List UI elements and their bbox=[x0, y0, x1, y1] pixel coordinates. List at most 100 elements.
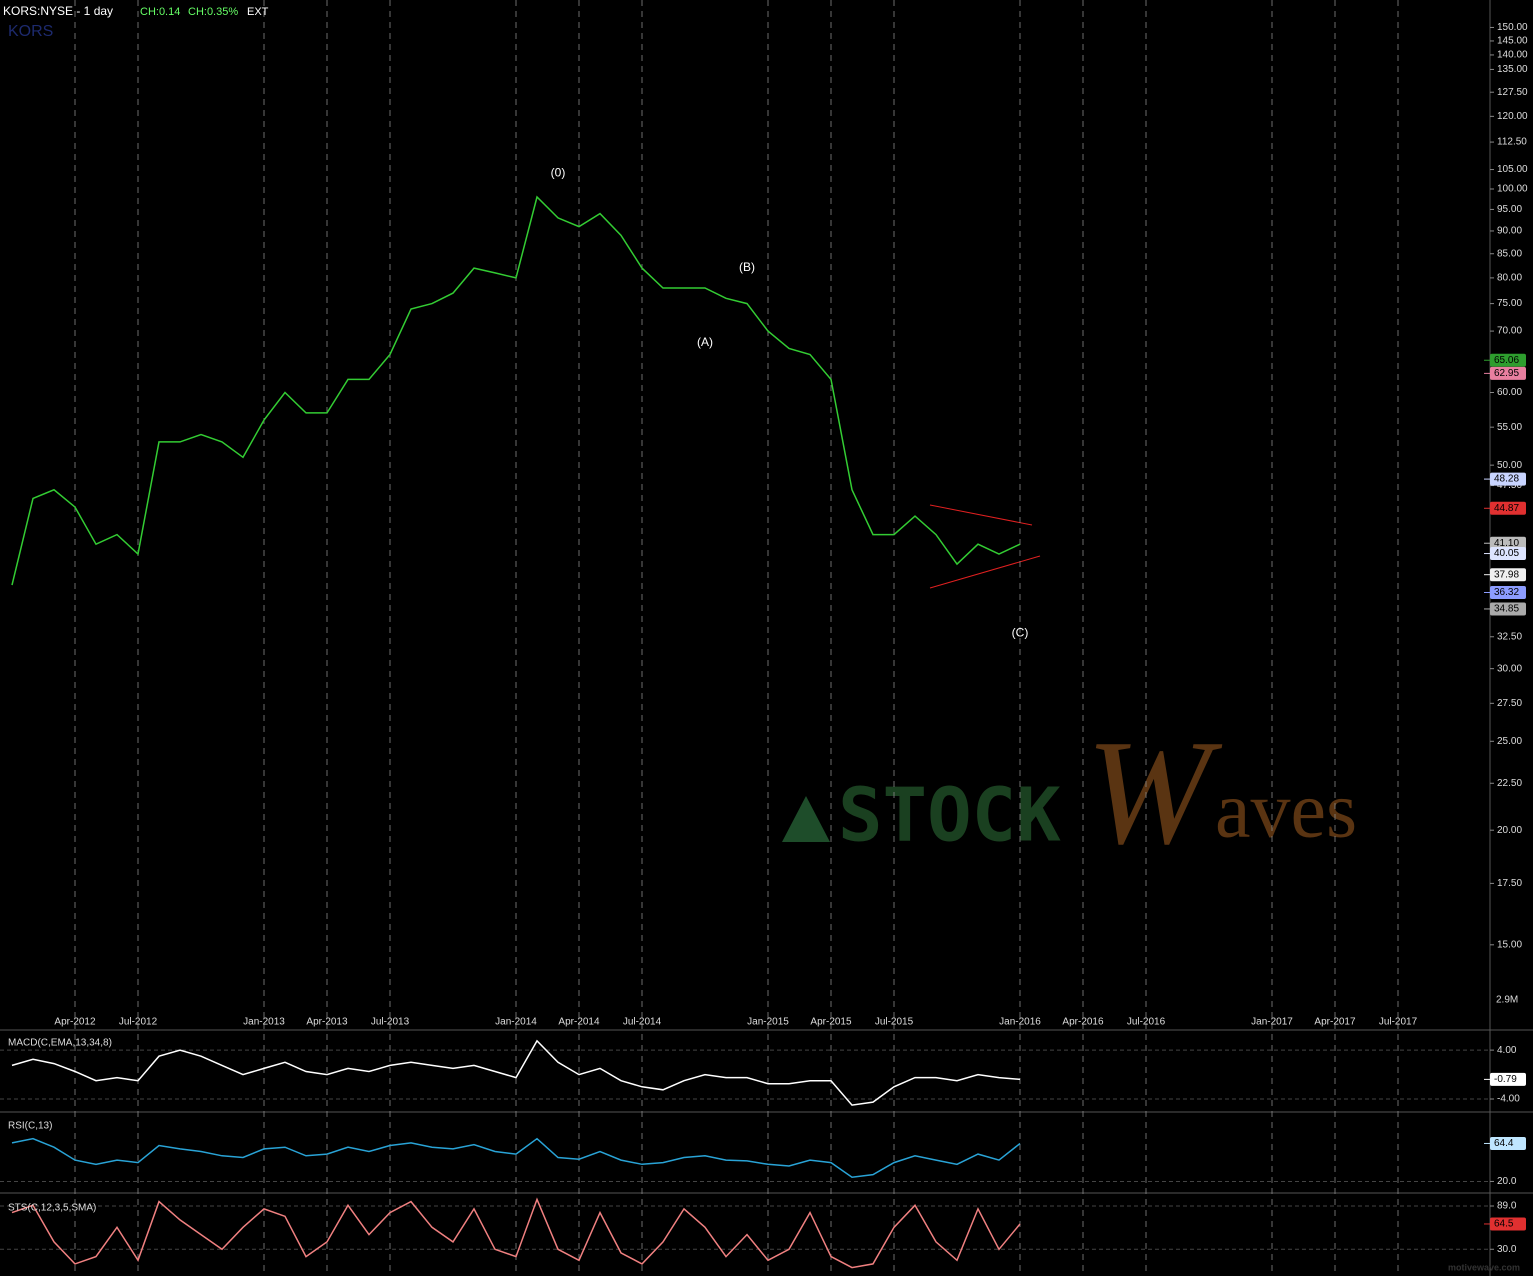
badge-label: 37.98 bbox=[1494, 569, 1519, 580]
change-pct: CH:0.35% bbox=[188, 6, 238, 18]
price-badge bbox=[1490, 472, 1526, 486]
y-tick-label: 17.50 bbox=[1497, 878, 1522, 889]
panel-title: STS(C,12,3,5,SMA) bbox=[8, 1203, 96, 1214]
x-tick-label: Jul-2012 bbox=[119, 1017, 158, 1028]
price-badge bbox=[1490, 536, 1526, 550]
chart-title: KORS:NYSE - 1 day bbox=[3, 4, 113, 18]
x-tick-label: Apr-2015 bbox=[810, 1017, 852, 1028]
price-badge bbox=[1490, 1217, 1526, 1231]
price-badge bbox=[1490, 585, 1526, 599]
badge-label: 41.10 bbox=[1494, 538, 1519, 549]
session: EXT bbox=[247, 6, 269, 18]
x-tick-label: Jul-2013 bbox=[371, 1017, 410, 1028]
x-tick-label: Jul-2016 bbox=[1127, 1017, 1166, 1028]
y-tick-label: 15.00 bbox=[1497, 939, 1522, 950]
price-badge bbox=[1490, 366, 1526, 380]
y-tick-label: 4.00 bbox=[1497, 1045, 1517, 1056]
x-tick-label: Jan-2013 bbox=[243, 1017, 285, 1028]
x-tick-label: Jul-2015 bbox=[875, 1017, 914, 1028]
y-tick-label: 55.00 bbox=[1497, 422, 1522, 433]
logo-triangle bbox=[782, 796, 830, 842]
wave-label: (B) bbox=[739, 260, 755, 274]
y-tick-label: 112.50 bbox=[1497, 137, 1527, 148]
badge-label: 62.95 bbox=[1494, 368, 1519, 379]
panel-title: MACD(C,EMA,13,34,8) bbox=[8, 1038, 112, 1049]
y-tick-label: 120.00 bbox=[1497, 111, 1528, 122]
wave-label: (C) bbox=[1012, 625, 1029, 639]
y-tick-label: 150.00 bbox=[1497, 22, 1528, 33]
y-tick-label: 47.50 bbox=[1497, 480, 1522, 491]
trend-line bbox=[929, 504, 1033, 526]
price-badge bbox=[1490, 602, 1526, 616]
y-tick-label: 140.00 bbox=[1497, 50, 1528, 61]
badge-label: 48.28 bbox=[1494, 474, 1519, 485]
badge-label: 40.05 bbox=[1494, 548, 1519, 559]
badge-label: -0.79 bbox=[1494, 1074, 1517, 1085]
x-tick-label: Jul-2017 bbox=[1379, 1017, 1418, 1028]
wave-label: (A) bbox=[697, 335, 713, 349]
y-tick-label: 30.0 bbox=[1497, 1244, 1517, 1255]
y-tick-label: 32.50 bbox=[1497, 631, 1522, 642]
y-tick-label: 30.00 bbox=[1497, 663, 1522, 674]
y-tick-label: 90.00 bbox=[1497, 226, 1522, 237]
logo-stock: STOCK bbox=[838, 773, 1061, 859]
y-tick-label: 89.0 bbox=[1497, 1201, 1517, 1212]
price-badge bbox=[1490, 568, 1526, 582]
y-tick-label: 127.50 bbox=[1497, 87, 1528, 98]
y-tick-label: 135.00 bbox=[1497, 64, 1528, 75]
footer: motivewave.com bbox=[1448, 1262, 1520, 1272]
x-tick-label: Jan-2016 bbox=[999, 1017, 1041, 1028]
y-tick-label: 80.00 bbox=[1497, 273, 1522, 284]
symbol-watermark: KORS bbox=[8, 23, 53, 40]
x-tick-label: Jan-2014 bbox=[495, 1017, 537, 1028]
wave-label: (0) bbox=[551, 166, 566, 180]
y-tick-label: 85.00 bbox=[1497, 248, 1522, 259]
x-tick-label: Jan-2017 bbox=[1251, 1017, 1293, 1028]
price-badge bbox=[1490, 1136, 1526, 1150]
y-tick-label: 100.00 bbox=[1497, 184, 1528, 195]
y-tick-label: 60.00 bbox=[1497, 387, 1522, 398]
y-tick-label: 70.00 bbox=[1497, 326, 1522, 337]
x-tick-label: Apr-2017 bbox=[1314, 1017, 1356, 1028]
price-badge bbox=[1490, 353, 1526, 367]
badge-label: 36.32 bbox=[1494, 587, 1519, 598]
y-tick-label: 95.00 bbox=[1497, 204, 1522, 215]
y-tick-label: 145.00 bbox=[1497, 36, 1528, 47]
series-line bbox=[11, 1039, 1021, 1106]
y-tick-label: 25.00 bbox=[1497, 736, 1522, 747]
badge-label: 34.85 bbox=[1494, 604, 1519, 615]
panel-title: RSI(C,13) bbox=[8, 1121, 52, 1132]
x-tick-label: Jan-2015 bbox=[747, 1017, 789, 1028]
badge-label: 64.4 bbox=[1494, 1138, 1514, 1149]
price-badge bbox=[1490, 547, 1526, 561]
trend-line bbox=[929, 555, 1041, 589]
y-tick-label: 105.00 bbox=[1497, 164, 1528, 175]
y-tick-label: -4.00 bbox=[1497, 1094, 1520, 1105]
logo-aves: aves bbox=[1215, 766, 1357, 854]
series-line bbox=[11, 1197, 1021, 1269]
y-tick-label: 75.00 bbox=[1497, 298, 1522, 309]
series-line bbox=[11, 195, 1021, 586]
triangle-pattern bbox=[929, 504, 1041, 589]
logo-w: W bbox=[1086, 709, 1223, 875]
logo: STOCK W aves bbox=[782, 709, 1357, 875]
price-badge bbox=[1490, 501, 1526, 515]
x-tick-label: Apr-2016 bbox=[1062, 1017, 1104, 1028]
badge-label: 64.5 bbox=[1494, 1219, 1514, 1230]
volume-label: 2.9M bbox=[1496, 995, 1518, 1006]
y-tick-label: 27.50 bbox=[1497, 698, 1522, 709]
x-tick-label: Apr-2012 bbox=[54, 1017, 96, 1028]
y-tick-label: 20.0 bbox=[1497, 1176, 1517, 1187]
series-line bbox=[11, 1137, 1021, 1178]
y-tick-label: 20.00 bbox=[1497, 825, 1522, 836]
badge-label: 65.06 bbox=[1494, 355, 1519, 366]
change: CH:0.14 bbox=[140, 6, 180, 18]
price-badge bbox=[1490, 1072, 1526, 1086]
y-tick-label: 22.50 bbox=[1497, 778, 1522, 789]
badge-label: 44.87 bbox=[1494, 503, 1519, 514]
x-tick-label: Apr-2013 bbox=[306, 1017, 348, 1028]
y-tick-label: 50.00 bbox=[1497, 460, 1522, 471]
